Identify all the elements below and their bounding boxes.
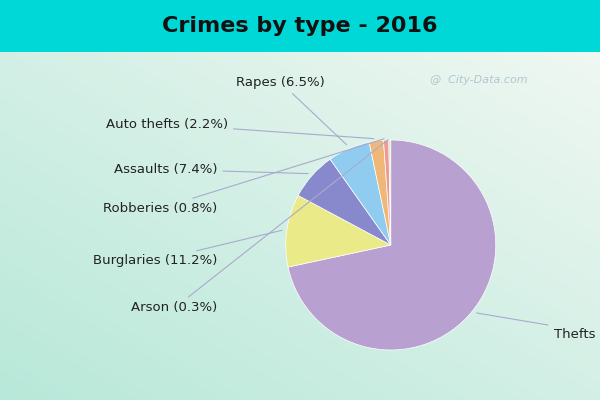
Wedge shape (288, 140, 496, 350)
Wedge shape (389, 140, 391, 245)
Text: Thefts (71.7%): Thefts (71.7%) (476, 313, 600, 341)
Text: Robberies (0.8%): Robberies (0.8%) (103, 139, 384, 215)
Text: Assaults (7.4%): Assaults (7.4%) (114, 163, 308, 176)
Wedge shape (298, 159, 391, 245)
Text: Crimes by type - 2016: Crimes by type - 2016 (162, 16, 438, 36)
Wedge shape (286, 196, 391, 267)
Wedge shape (383, 140, 391, 245)
Text: Rapes (6.5%): Rapes (6.5%) (236, 76, 347, 145)
Text: Auto thefts (2.2%): Auto thefts (2.2%) (106, 118, 374, 139)
Wedge shape (330, 142, 391, 245)
Text: Burglaries (11.2%): Burglaries (11.2%) (93, 230, 282, 267)
Wedge shape (369, 140, 391, 245)
Text: @  City-Data.com: @ City-Data.com (430, 75, 528, 85)
Text: Arson (0.3%): Arson (0.3%) (131, 140, 388, 314)
